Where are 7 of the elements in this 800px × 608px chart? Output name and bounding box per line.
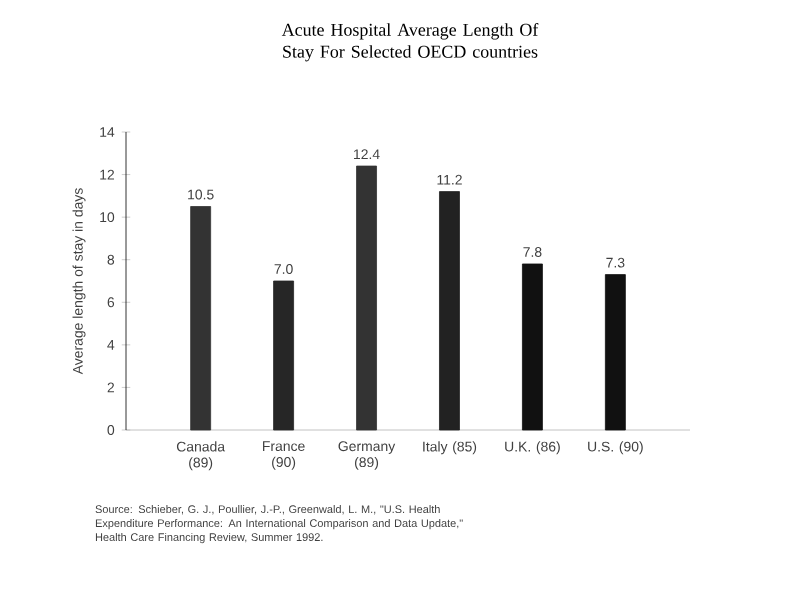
bar [190, 206, 212, 431]
bar [273, 280, 294, 431]
bar [604, 274, 626, 431]
bar [439, 191, 460, 431]
bar [522, 263, 543, 431]
chart-title: Acute Hospital Average Length Of Stay For Selected OECD countries [281, 23, 539, 62]
bar [356, 165, 377, 431]
